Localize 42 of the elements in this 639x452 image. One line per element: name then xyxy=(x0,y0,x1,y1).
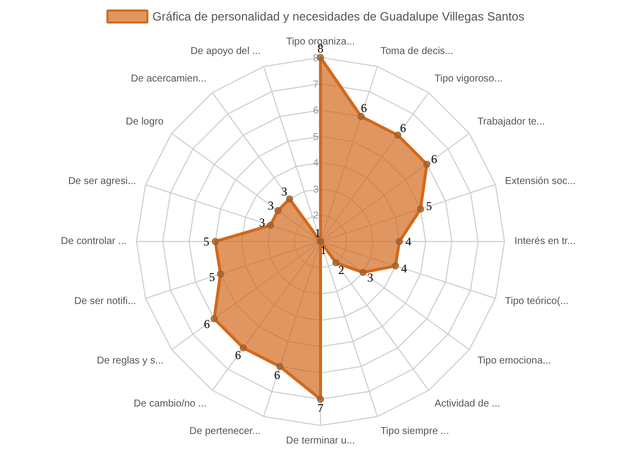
spoke-label: De terminar u... xyxy=(286,436,355,446)
data-label: 6 xyxy=(431,152,438,166)
spoke-label: De controlar ... xyxy=(60,236,127,247)
y-tick-label: 7 xyxy=(312,79,319,90)
data-label: 6 xyxy=(360,100,367,115)
spoke-label: Tipo teórico(... xyxy=(505,296,569,307)
data-label: 6 xyxy=(204,317,210,332)
legend-label: Gráfica de personalidad y necesidades de Guadalupe Villegas Santos xyxy=(152,10,524,24)
spoke-label: Tipo vigoroso... xyxy=(434,74,503,85)
data-label: 6 xyxy=(234,348,241,362)
data-label: 6 xyxy=(274,368,280,382)
data-label: 6 xyxy=(400,120,406,135)
data-label: 4 xyxy=(405,234,412,248)
data-label: 3 xyxy=(281,184,288,199)
spoke-label: Toma de decis... xyxy=(380,46,454,57)
spoke-label: De pertenecer... xyxy=(189,426,261,438)
y-tick-label: 5 xyxy=(312,132,319,143)
spoke-label: Tipo siempre ... xyxy=(380,426,449,438)
spoke-label: Trabajador te... xyxy=(477,116,545,128)
spoke-label: Interés en tr... xyxy=(514,236,576,247)
data-label: 3 xyxy=(367,270,374,285)
data-label: 3 xyxy=(258,215,265,230)
y-tick-label: 2 xyxy=(312,210,319,222)
data-label: 4 xyxy=(401,262,408,276)
spoke-label: Extensión soc... xyxy=(505,176,576,188)
spoke-label: De reglas y s... xyxy=(96,356,164,367)
data-label: 5 xyxy=(426,199,432,214)
spoke-label: Actividad de ... xyxy=(434,398,500,410)
spoke-label: De acercamien... xyxy=(130,74,206,85)
spoke-label: De logro xyxy=(126,116,164,128)
y-tick-label: 4 xyxy=(312,158,319,170)
spoke-label: De ser agresi... xyxy=(68,176,136,188)
y-tick-label: 3 xyxy=(312,184,319,196)
y-tick-label: 6 xyxy=(312,106,319,117)
data-label: 5 xyxy=(203,234,210,248)
spoke-label: De cambio/no ... xyxy=(134,398,206,410)
spoke-label: De ser notifi... xyxy=(74,296,136,307)
data-label: 5 xyxy=(208,270,215,284)
spoke-label: De apoyo del ... xyxy=(190,46,261,57)
data-label: 2 xyxy=(338,263,344,278)
spoke-label: Tipo emociona... xyxy=(477,356,552,367)
data-label: 3 xyxy=(268,198,274,212)
